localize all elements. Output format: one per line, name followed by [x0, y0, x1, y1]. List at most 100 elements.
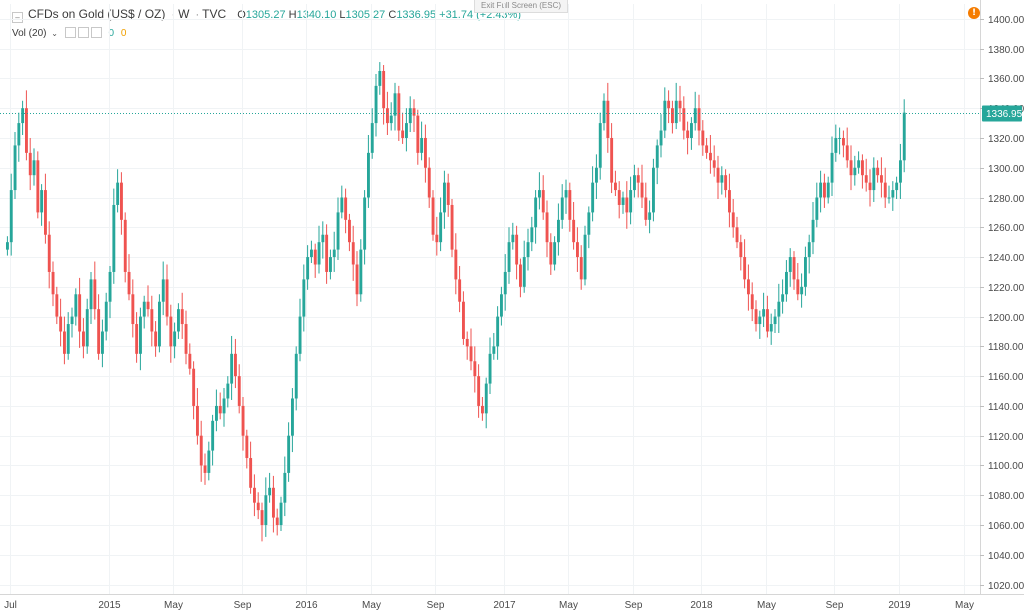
candle[interactable] [142, 295, 146, 329]
candle[interactable] [44, 173, 47, 244]
candle[interactable] [876, 160, 880, 183]
candle[interactable] [245, 429, 249, 469]
settings-small-icon[interactable] [77, 27, 89, 38]
candle[interactable] [66, 312, 70, 360]
candle[interactable] [716, 155, 720, 200]
candle[interactable] [792, 251, 796, 290]
candle[interactable] [595, 154, 598, 200]
candle[interactable] [807, 234, 811, 274]
candle[interactable] [275, 508, 279, 536]
candle[interactable] [819, 170, 823, 213]
candle[interactable] [777, 283, 781, 333]
candle[interactable] [283, 456, 287, 517]
candle[interactable] [127, 254, 131, 301]
candle[interactable] [507, 227, 511, 284]
candle[interactable] [336, 197, 340, 261]
eye-icon[interactable] [64, 27, 76, 38]
candle[interactable] [648, 200, 652, 234]
candle[interactable] [557, 203, 560, 256]
candle[interactable] [435, 216, 439, 256]
candle[interactable] [785, 260, 788, 302]
candle[interactable] [302, 264, 306, 332]
candle[interactable] [465, 331, 469, 360]
candle[interactable] [705, 137, 709, 159]
candle[interactable] [496, 306, 500, 360]
candle[interactable] [226, 376, 230, 408]
candle[interactable] [739, 234, 743, 271]
candle[interactable] [154, 321, 158, 357]
candle[interactable] [686, 121, 690, 155]
candle[interactable] [97, 294, 101, 360]
candle[interactable] [85, 298, 89, 354]
candle[interactable] [823, 173, 826, 208]
candle[interactable] [834, 124, 838, 162]
candle[interactable] [617, 181, 621, 219]
candle[interactable] [747, 264, 750, 311]
candle[interactable] [560, 184, 564, 229]
candle[interactable] [800, 273, 804, 308]
candle[interactable] [344, 188, 348, 234]
candle[interactable] [538, 172, 541, 210]
candle[interactable] [199, 420, 203, 482]
candle[interactable] [690, 117, 693, 150]
candle[interactable] [249, 441, 253, 494]
candle[interactable] [215, 389, 218, 432]
candle[interactable] [306, 245, 310, 290]
candle[interactable] [332, 231, 336, 272]
candle[interactable] [766, 295, 769, 338]
candle[interactable] [545, 200, 549, 258]
exit-fullscreen-button[interactable]: Exit Full Screen (ESC) [474, 0, 569, 13]
candle[interactable] [234, 338, 237, 389]
candle[interactable] [610, 123, 614, 194]
candle[interactable] [644, 182, 648, 226]
candle[interactable] [317, 225, 321, 274]
candle[interactable] [640, 164, 644, 208]
candle[interactable] [830, 136, 834, 197]
candle[interactable] [454, 233, 458, 295]
candle[interactable] [139, 307, 142, 371]
candle[interactable] [367, 134, 370, 208]
candle[interactable] [579, 245, 583, 290]
candle[interactable] [636, 167, 640, 198]
candle[interactable] [857, 151, 861, 174]
candle[interactable] [450, 199, 454, 258]
candle[interactable] [655, 139, 659, 185]
candle[interactable] [131, 279, 135, 338]
candle[interactable] [458, 265, 462, 313]
candle[interactable] [697, 94, 701, 146]
candle[interactable] [93, 261, 97, 320]
candle[interactable] [804, 246, 807, 296]
candle[interactable] [116, 169, 120, 213]
candle[interactable] [462, 291, 465, 345]
candle[interactable] [158, 294, 161, 353]
candle[interactable] [291, 388, 294, 453]
candle[interactable] [849, 145, 853, 191]
candle[interactable] [815, 182, 819, 228]
candle[interactable] [477, 364, 481, 418]
candle[interactable] [359, 239, 363, 302]
candle[interactable] [120, 172, 123, 235]
candle[interactable] [74, 288, 78, 326]
candle[interactable] [207, 441, 211, 481]
candle[interactable] [758, 310, 762, 339]
candle[interactable] [123, 212, 127, 283]
candle[interactable] [530, 216, 534, 252]
candle[interactable] [173, 322, 177, 359]
candle[interactable] [663, 87, 667, 138]
candle[interactable] [401, 112, 405, 144]
candle[interactable] [701, 120, 705, 156]
candle[interactable] [325, 224, 329, 284]
candle[interactable] [374, 73, 378, 137]
candle[interactable] [845, 127, 849, 168]
candle[interactable] [743, 239, 747, 289]
candle[interactable] [180, 292, 184, 339]
candle[interactable] [864, 158, 868, 192]
candle[interactable] [78, 277, 82, 348]
candle[interactable] [693, 91, 697, 131]
candle[interactable] [298, 298, 302, 362]
candle[interactable] [89, 271, 93, 325]
candle[interactable] [340, 185, 344, 219]
candle[interactable] [667, 90, 671, 124]
candle[interactable] [256, 492, 260, 520]
candle[interactable] [712, 145, 716, 177]
